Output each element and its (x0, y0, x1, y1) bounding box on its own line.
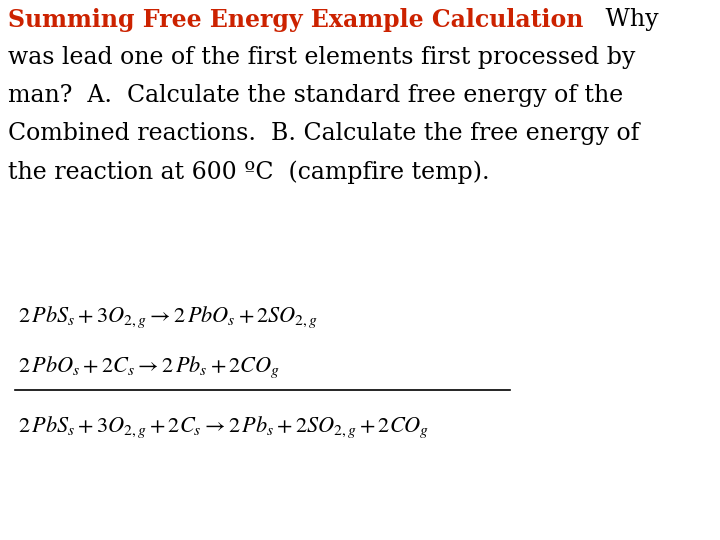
Text: Combined reactions.  B. Calculate the free energy of: Combined reactions. B. Calculate the fre… (8, 122, 639, 145)
Text: man?  A.  Calculate the standard free energy of the: man? A. Calculate the standard free ener… (8, 84, 624, 107)
Text: $2\,PbS_{s} + 3O_{2,g} \rightarrow 2\,PbO_{s} + 2SO_{2,g}$: $2\,PbS_{s} + 3O_{2,g} \rightarrow 2\,Pb… (18, 305, 318, 330)
Text: $2\,PbS_{s} + 3O_{2,g} + 2C_{s} \rightarrow 2\,Pb_{s} + 2SO_{2,g} + 2CO_{g}$: $2\,PbS_{s} + 3O_{2,g} + 2C_{s} \rightar… (18, 415, 429, 441)
Text: the reaction at 600 ºC  (campfire temp).: the reaction at 600 ºC (campfire temp). (8, 160, 490, 184)
Text: was lead one of the first elements first processed by: was lead one of the first elements first… (8, 46, 635, 69)
Text: Summing Free Energy Example Calculation: Summing Free Energy Example Calculation (8, 8, 583, 32)
Text: Why: Why (598, 8, 659, 31)
Text: $2\,PbO_{s} + 2C_{s} \rightarrow 2\,Pb_{s} + 2CO_{g}$: $2\,PbO_{s} + 2C_{s} \rightarrow 2\,Pb_{… (18, 355, 280, 381)
